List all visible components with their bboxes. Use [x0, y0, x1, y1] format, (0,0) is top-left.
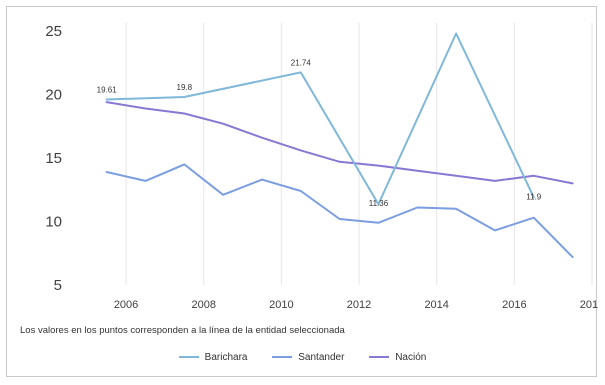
y-tick-label: 5 — [54, 277, 62, 294]
y-tick-label: 10 — [45, 214, 62, 231]
x-tick-label: 2006 — [114, 299, 138, 311]
data-label: 19.61 — [97, 85, 118, 94]
series-line-nacion[interactable] — [105, 101, 574, 185]
y-axis: 25 20 15 10 5 — [45, 23, 62, 294]
x-tick-label: 2012 — [347, 299, 371, 311]
data-label: 19.8 — [177, 83, 193, 92]
x-tick-label: 2018 — [580, 299, 598, 311]
legend-item-nacion[interactable]: Nación — [369, 352, 426, 363]
x-axis: 2006 2008 2010 2012 2014 2016 2018 — [114, 299, 598, 311]
legend: Barichara Santander Nación — [7, 352, 598, 363]
data-label: 11.36 — [369, 199, 389, 208]
data-label: 21.74 — [291, 58, 312, 67]
legend-label-nacion: Nación — [395, 352, 427, 363]
series-line-santander[interactable] — [105, 163, 574, 259]
y-tick-label: 25 — [45, 23, 62, 40]
legend-swatch-nacion — [369, 356, 390, 359]
y-tick-label: 15 — [45, 150, 62, 167]
x-tick-label: 2014 — [424, 299, 448, 311]
legend-swatch-santander — [272, 356, 293, 359]
chart-note: Los valores en los puntos corresponden a… — [20, 325, 345, 336]
series-lines — [105, 32, 574, 259]
legend-item-santander[interactable]: Santander — [272, 352, 344, 363]
grid-lines — [125, 23, 593, 285]
y-tick-label: 20 — [45, 87, 62, 104]
x-tick-label: 2010 — [269, 299, 293, 311]
line-chart: 25 20 15 10 5 2006 2008 2010 2012 2014 2016 2018 1… — [45, 23, 598, 311]
series-line-barichara[interactable] — [105, 32, 535, 206]
x-tick-label: 2016 — [502, 299, 526, 311]
x-tick-label: 2008 — [191, 299, 215, 311]
legend-label-santander: Santander — [298, 352, 345, 363]
legend-label-barichara: Barichara — [204, 352, 248, 363]
data-label: 11.9 — [526, 192, 542, 201]
legend-swatch-barichara — [178, 356, 199, 359]
chart-frame: 25 20 15 10 5 2006 2008 2010 2012 2014 2016 2018 1… — [6, 6, 598, 377]
data-labels: 19.61 19.8 21.74 11.36 11.9 — [97, 58, 542, 208]
legend-item-barichara[interactable]: Barichara — [178, 352, 248, 363]
